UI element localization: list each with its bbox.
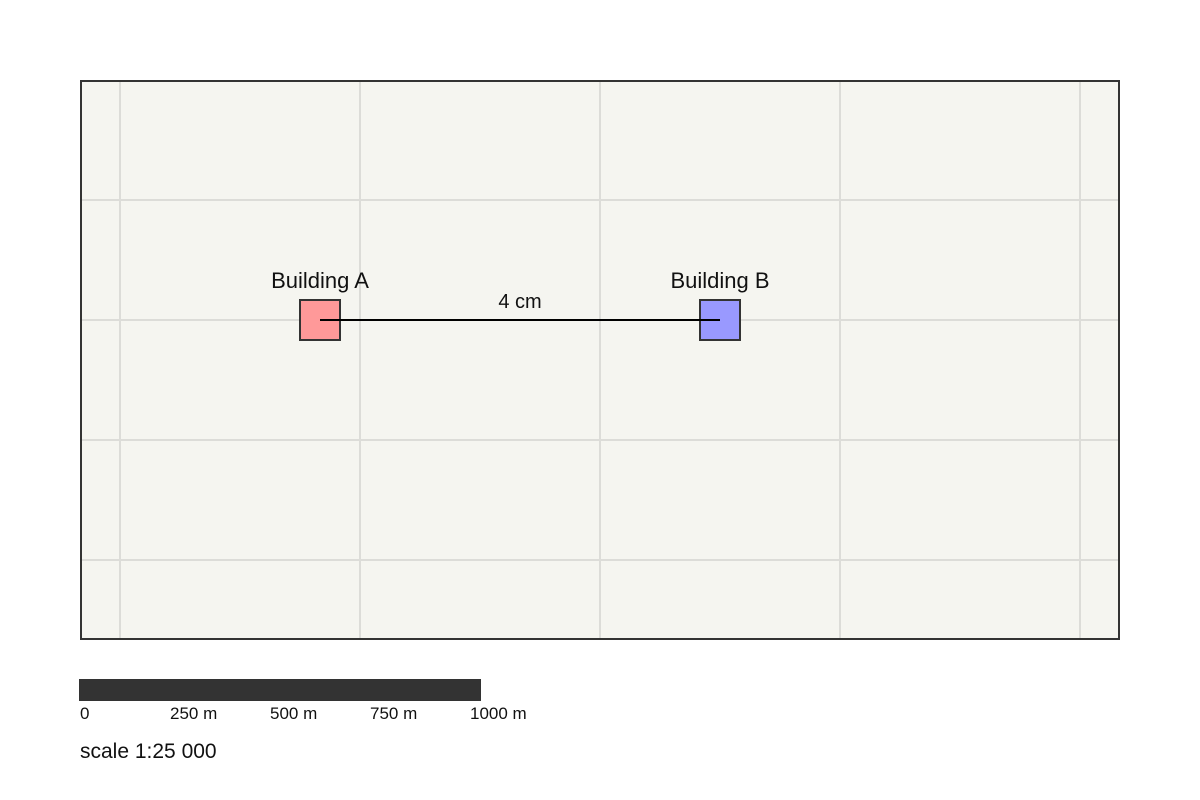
- map-frame: [80, 80, 1120, 640]
- scale-bar-tick-label: 1000 m: [470, 704, 527, 723]
- scale-bar-tick-label: 0: [80, 704, 90, 723]
- building-b-label: Building B: [670, 268, 770, 293]
- scale-bar: [79, 679, 481, 701]
- scale-bar-tick-label: 500 m: [270, 704, 318, 723]
- map-canvas: [82, 82, 1118, 638]
- scale-ratio-text: scale 1:25 000: [80, 740, 217, 763]
- scale-bar-tick-label: 250 m: [170, 704, 218, 723]
- building-a-label: Building A: [271, 268, 369, 293]
- scale-bar-tick-label: 750 m: [370, 704, 418, 723]
- distance-label: 4 cm: [498, 291, 542, 313]
